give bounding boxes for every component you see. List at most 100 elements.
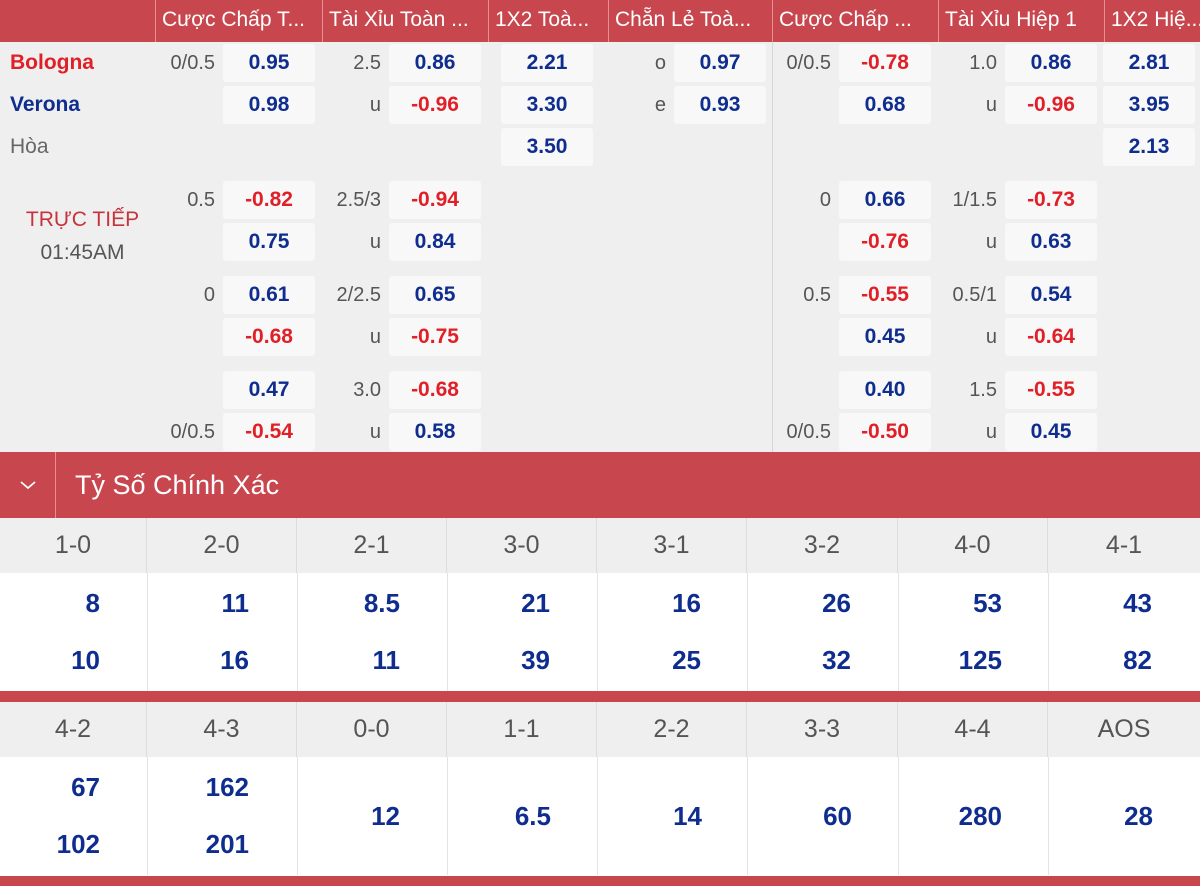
score-odds[interactable]: 11	[221, 588, 250, 618]
odds-button[interactable]: -0.54	[223, 413, 315, 451]
divider	[898, 757, 899, 875]
score-odds[interactable]: 12	[371, 801, 400, 831]
row-divider-bar	[0, 876, 1200, 886]
odds-button[interactable]: 3.30	[501, 86, 593, 124]
score-label: 0-0	[297, 702, 447, 757]
away-team: Verona	[10, 93, 81, 116]
correct-score-header[interactable]: Tỷ Số Chính Xác	[0, 452, 1200, 518]
score-label: AOS	[1097, 715, 1151, 743]
score-odds[interactable]: 82	[1123, 645, 1152, 675]
col-h1-over-under[interactable]: Tài Xỉu Hiệp 1	[938, 0, 1104, 42]
score-odds[interactable]: 162	[205, 772, 249, 802]
score-odds[interactable]: 25	[672, 645, 701, 675]
row-divider-bar	[0, 691, 1200, 702]
odds-button[interactable]: 3.50	[501, 128, 593, 166]
odds-button[interactable]: 0.47	[223, 371, 315, 409]
score-odds[interactable]: 60	[823, 801, 852, 831]
odds-button[interactable]: 0.40	[839, 371, 931, 409]
divider	[297, 757, 298, 875]
odds-button[interactable]: -0.68	[389, 371, 481, 409]
odds-button[interactable]: 0.95	[223, 44, 315, 82]
score-odds[interactable]: 53	[973, 588, 1002, 618]
odds-button[interactable]: 0.66	[839, 181, 931, 219]
col-h1-1x2[interactable]: 1X2 Hiệ...	[1104, 0, 1200, 42]
odd-label: o	[654, 52, 666, 74]
h1-ou-line: 1/1.5	[952, 189, 997, 211]
odds-button[interactable]: 2.21	[501, 44, 593, 82]
odds-button[interactable]: -0.68	[223, 318, 315, 356]
odds-button[interactable]: 0.97	[674, 44, 766, 82]
odds-button[interactable]: 0.45	[1005, 413, 1097, 451]
score-odds[interactable]: 11	[372, 645, 401, 675]
odds-button[interactable]: -0.96	[1005, 86, 1097, 124]
score-odds[interactable]: 16	[220, 645, 249, 675]
odds-button[interactable]: 0.63	[1005, 223, 1097, 261]
odds-button[interactable]: 0.54	[1005, 276, 1097, 314]
score-odds[interactable]: 102	[56, 829, 100, 859]
odds-button[interactable]: -0.75	[389, 318, 481, 356]
score-odds[interactable]: 14	[673, 801, 702, 831]
odds-button[interactable]: -0.82	[223, 181, 315, 219]
score-odds[interactable]: 28	[1124, 801, 1153, 831]
score-odds[interactable]: 6.5	[514, 801, 551, 831]
score-odds[interactable]: 39	[521, 645, 550, 675]
score-odds[interactable]: 16	[672, 588, 701, 618]
odds-button[interactable]: 2.81	[1103, 44, 1195, 82]
score-odds[interactable]: 201	[205, 829, 249, 859]
odds-button[interactable]: 3.95	[1103, 86, 1195, 124]
odds-button[interactable]: 0.58	[389, 413, 481, 451]
score-label: 4-4	[898, 702, 1048, 757]
h1-hdp-line: 0/0.5	[786, 421, 831, 443]
odds-button[interactable]: 0.75	[223, 223, 315, 261]
odds-button[interactable]: -0.55	[839, 276, 931, 314]
odds-button[interactable]: -0.64	[1005, 318, 1097, 356]
odds-button[interactable]: -0.94	[389, 181, 481, 219]
ft-hdp-line: 0/0.5	[170, 52, 215, 74]
col-h1-handicap[interactable]: Cược Chấp ...	[772, 0, 938, 42]
col-ft-odd-even[interactable]: Chẵn Lẻ Toà...	[608, 0, 772, 42]
odds-button[interactable]: 0.86	[1005, 44, 1097, 82]
col-ft-handicap[interactable]: Cược Chấp T...	[155, 0, 322, 42]
odds-button[interactable]: 2.13	[1103, 128, 1195, 166]
score-label: 3-1	[597, 518, 747, 573]
divider	[747, 573, 748, 691]
under-label: u	[985, 94, 997, 116]
odds-button[interactable]: 0.68	[839, 86, 931, 124]
under-label: u	[369, 421, 381, 443]
score-odds[interactable]: 8	[85, 588, 100, 618]
col-ft-over-under[interactable]: Tài Xỉu Toàn ...	[322, 0, 488, 42]
odds-button[interactable]: 0.98	[223, 86, 315, 124]
score-odds[interactable]: 43	[1123, 588, 1152, 618]
odds-button[interactable]: 0.61	[223, 276, 315, 314]
score-odds[interactable]: 10	[71, 645, 100, 675]
odds-button[interactable]: -0.96	[389, 86, 481, 124]
col-ft-1x2[interactable]: 1X2 Toà...	[488, 0, 608, 42]
odds-button[interactable]: -0.73	[1005, 181, 1097, 219]
score-odds[interactable]: 280	[958, 801, 1002, 831]
score-header-row: 1-0 2-0 2-1 3-0 3-1 3-2 4-0 4-1	[0, 518, 1200, 573]
divider	[747, 757, 748, 875]
score-odds[interactable]: 8.5	[363, 588, 400, 618]
chevron-down-icon[interactable]	[0, 452, 56, 518]
odds-button[interactable]: 0.86	[389, 44, 481, 82]
odds-button[interactable]: -0.78	[839, 44, 931, 82]
odds-button[interactable]: -0.55	[1005, 371, 1097, 409]
score-odds[interactable]: 32	[822, 645, 851, 675]
odds-button[interactable]: -0.76	[839, 223, 931, 261]
h1-hdp-line: 0	[819, 189, 831, 211]
divider	[597, 757, 598, 875]
odds-button[interactable]: 0.93	[674, 86, 766, 124]
score-odds[interactable]: 125	[958, 645, 1002, 675]
divider	[147, 757, 148, 875]
score-odds[interactable]: 67	[71, 772, 100, 802]
score-odds[interactable]: 21	[521, 588, 550, 618]
score-odds[interactable]: 26	[822, 588, 851, 618]
odds-button[interactable]: 0.65	[389, 276, 481, 314]
h1-ou-line: 1.5	[969, 379, 997, 401]
odds-button[interactable]: 0.84	[389, 223, 481, 261]
panel-divider	[772, 42, 773, 452]
full-time-panel	[0, 42, 772, 452]
odds-button[interactable]: 0.45	[839, 318, 931, 356]
divider	[147, 573, 148, 691]
odds-button[interactable]: -0.50	[839, 413, 931, 451]
